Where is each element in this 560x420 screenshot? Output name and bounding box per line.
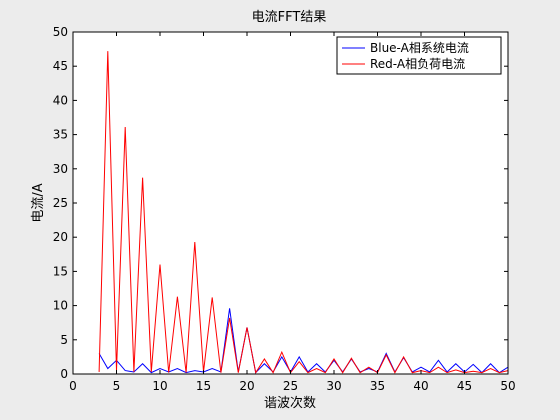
- series-line-blue: [98, 308, 509, 374]
- y-tick-label: 5: [60, 333, 68, 347]
- x-tick-label: 15: [196, 379, 211, 393]
- y-tick-label: 35: [53, 128, 68, 142]
- y-tick-label: 15: [53, 264, 68, 278]
- y-tick-label: 20: [53, 230, 68, 244]
- x-tick-label: 0: [69, 379, 77, 393]
- x-tick-label: 40: [413, 379, 428, 393]
- x-tick-label: 20: [239, 379, 254, 393]
- y-tick-label: 45: [53, 59, 68, 73]
- x-axis-label: 谐波次数: [264, 395, 316, 411]
- x-tick-label: 10: [152, 379, 167, 393]
- x-tick-label: 25: [283, 379, 298, 393]
- x-tick-label: 30: [326, 379, 341, 393]
- x-tick-label: 45: [457, 379, 472, 393]
- y-tick-label: 30: [53, 162, 68, 176]
- x-tick-label: 35: [370, 379, 385, 393]
- legend-label-red: Red-A相负荷电流: [370, 57, 465, 71]
- y-axis: 0 5 10 15 20 25 30 35 40 45 50: [53, 25, 508, 381]
- plot-area: [73, 32, 508, 374]
- x-axis: 0 5 10 15 20 25 30 35 40 45 50: [69, 32, 516, 393]
- legend-label-blue: Blue-A相系统电流: [370, 41, 469, 55]
- y-tick-label: 10: [53, 299, 68, 313]
- legend-box: [336, 36, 502, 75]
- x-tick-label: 50: [500, 379, 515, 393]
- legend: Blue-A相系统电流 Red-A相负荷电流: [336, 36, 502, 75]
- y-tick-label: 50: [53, 25, 68, 39]
- chart-title: 电流FFT结果: [252, 10, 327, 25]
- y-axis-label: 电流/A: [31, 183, 46, 222]
- x-tick-label: 5: [113, 379, 121, 393]
- y-tick-label: 0: [60, 367, 68, 381]
- y-tick-label: 40: [53, 93, 68, 107]
- series-layer: [98, 51, 509, 374]
- series-line-red: [98, 51, 509, 374]
- y-tick-label: 25: [53, 196, 68, 210]
